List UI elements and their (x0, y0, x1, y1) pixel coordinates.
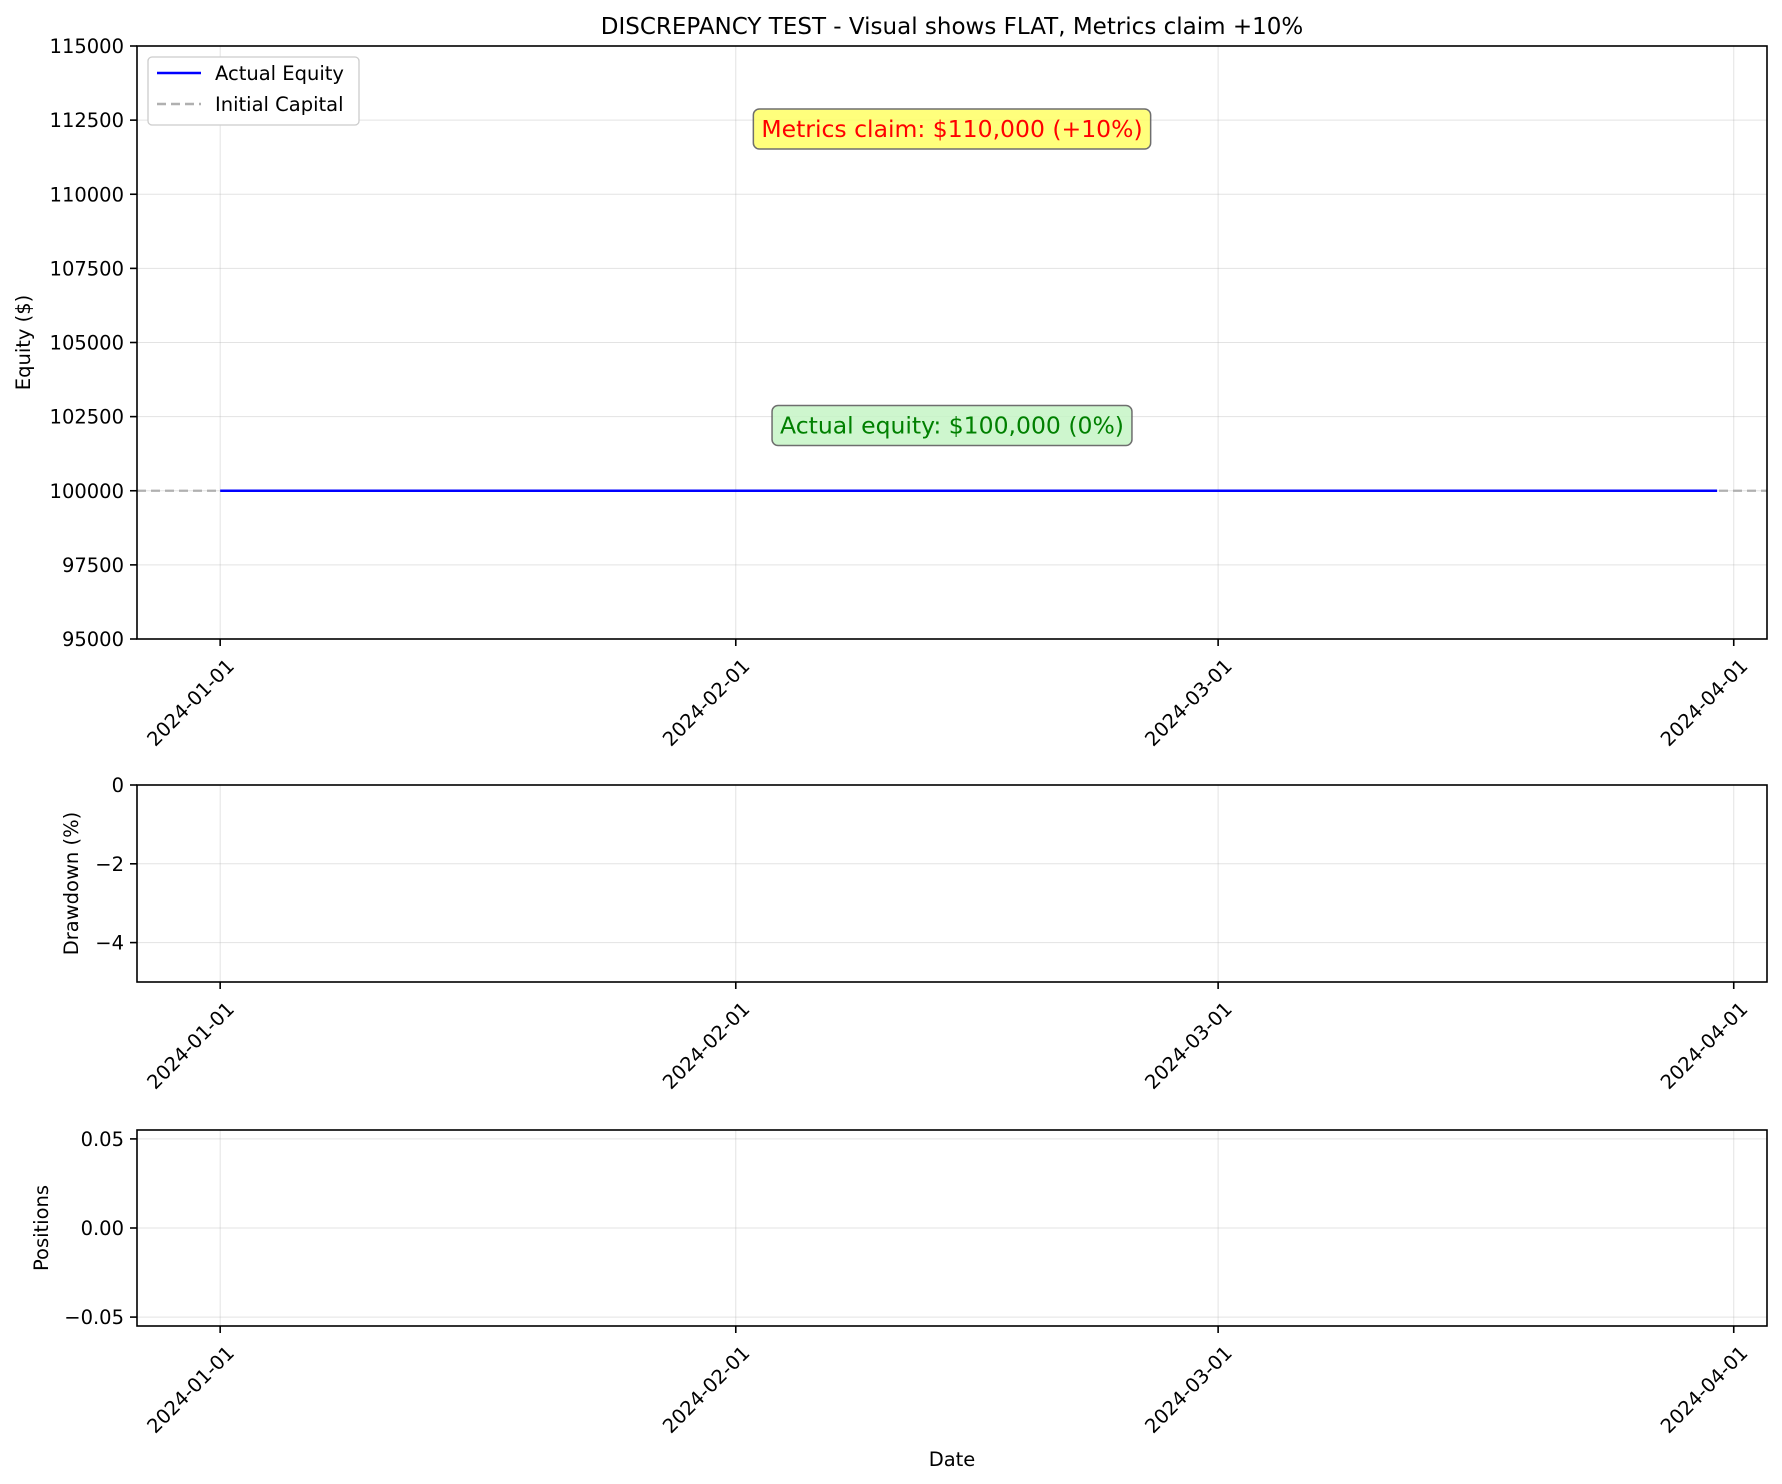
y-tick-label: 102500 (50, 406, 124, 429)
y-tick-label: 0.00 (81, 1217, 124, 1240)
y-axis-title: Positions (30, 1185, 53, 1271)
x-tick-label: 2024-04-01 (1656, 654, 1752, 750)
y-tick-label: 110000 (50, 183, 124, 206)
annotation-text: Metrics claim: $110,000 (+10%) (761, 115, 1142, 143)
x-tick-label: 2024-03-01 (1140, 997, 1236, 1093)
equity-panel: 2024-01-01 2024-02-01 2024-03-01 2024-04-01… (12, 35, 1768, 751)
x-tick-label: 2024-03-01 (1140, 654, 1236, 750)
plot-frame (136, 784, 1768, 983)
y-axis-title: Equity ($) (12, 295, 35, 390)
legend-label: Actual Equity (215, 62, 344, 85)
x-axis-title: Date (929, 1448, 976, 1471)
chart-title: DISCREPANCY TEST - Visual shows FLAT, Me… (601, 14, 1304, 40)
x-tick-label: 2024-04-01 (1656, 1341, 1752, 1437)
y-tick-label: 0 (112, 774, 124, 797)
x-tick-label: 2024-04-01 (1656, 997, 1752, 1093)
y-tick-label: 115000 (50, 35, 124, 58)
y-tick-label: −0.05 (64, 1306, 124, 1329)
x-tick-label: 2024-01-01 (142, 997, 238, 1093)
x-tick-label: 2024-02-01 (658, 654, 754, 750)
y-tick-label: −4 (95, 932, 124, 955)
y-tick-label: 107500 (50, 257, 124, 280)
drawdown-panel: 2024-01-01 2024-02-01 2024-03-01 2024-04-01… (60, 774, 1768, 1094)
x-tick-label: 2024-01-01 (142, 1341, 238, 1437)
x-tick-label: 2024-01-01 (142, 654, 238, 750)
y-axis-title: Drawdown (%) (60, 812, 83, 956)
y-tick-label: 97500 (62, 554, 124, 577)
x-tick-label: 2024-02-01 (658, 1341, 754, 1437)
y-tick-label: −2 (95, 853, 124, 876)
y-tick-label: 95000 (62, 628, 124, 651)
x-tick-label: 2024-02-01 (658, 997, 754, 1093)
annotation-text: Actual equity: $100,000 (0%) (780, 412, 1124, 440)
x-tick-label: 2024-03-01 (1140, 1341, 1236, 1437)
positions-panel: 2024-01-01 2024-02-01 2024-03-01 2024-04-01… (30, 1128, 1768, 1471)
annotation-box (752, 108, 1152, 150)
y-tick-label: 0.05 (81, 1128, 124, 1151)
legend: Actual Equity Initial Capital (147, 56, 360, 126)
y-tick-label: 100000 (50, 480, 124, 503)
legend-label: Initial Capital (215, 93, 344, 116)
annotation-box (771, 404, 1133, 447)
y-tick-label: 105000 (50, 332, 124, 355)
y-tick-label: 112500 (50, 109, 124, 132)
